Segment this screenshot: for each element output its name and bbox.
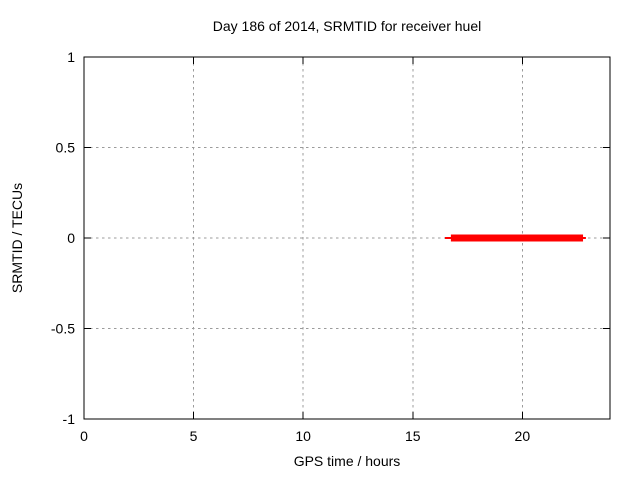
y-tick-label: -1 (63, 411, 76, 427)
x-tick-label: 0 (80, 428, 88, 444)
x-tick-label: 10 (295, 428, 311, 444)
x-tick-label: 5 (190, 428, 198, 444)
y-axis-label: SRMTID / TECUs (9, 183, 25, 293)
x-tick-label: 20 (515, 428, 531, 444)
x-axis-label: GPS time / hours (294, 453, 401, 469)
plot-border (83, 56, 611, 420)
y-tick-label: 0.5 (56, 140, 76, 156)
y-tick-label: 0 (67, 230, 75, 246)
y-tick-label: 1 (67, 49, 75, 65)
x-tick-label: 15 (405, 428, 421, 444)
y-tick-label: -0.5 (51, 321, 75, 337)
tick-labels: 0 5 10 15 20 -1 -0.5 0 0.5 1 (51, 49, 530, 444)
chart-title: Day 186 of 2014, SRMTID for receiver hue… (213, 18, 481, 34)
